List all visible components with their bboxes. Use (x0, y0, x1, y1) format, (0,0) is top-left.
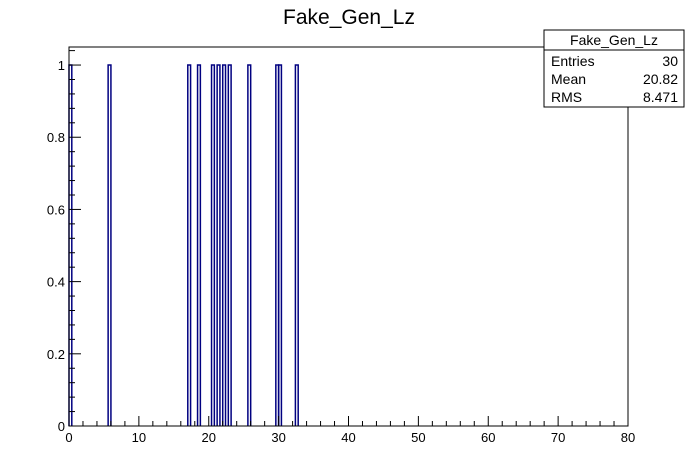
histogram-bin (294, 64, 299, 426)
stats-label-mean: Mean (551, 71, 586, 87)
histogram-bin (227, 64, 232, 426)
y-tick-label: 0.2 (47, 347, 65, 362)
x-tick-label: 50 (411, 430, 425, 445)
axes: 0 10 20 30 40 50 60 70 80 0 0.2 0.4 0.6 0.8 1 (47, 46, 635, 445)
y-tick-label: 0.4 (47, 275, 65, 290)
x-tick-label: 30 (271, 430, 285, 445)
histogram-bin (210, 64, 216, 426)
stats-box-frame (543, 29, 685, 108)
y-tick-label: 0.6 (47, 202, 65, 217)
x-tick-label: 40 (341, 430, 355, 445)
x-tick-label: 20 (202, 430, 216, 445)
stats-value-entries: 30 (662, 53, 678, 69)
histogram-bin (107, 64, 112, 426)
y-tick-label: 0.8 (47, 130, 65, 145)
stats-label-rms: RMS (551, 89, 582, 105)
x-tick-label: 10 (132, 430, 146, 445)
stats-label-entries: Entries (551, 53, 595, 69)
stats-box: Fake_Gen_Lz Entries 30 Mean 20.82 RMS 8.… (543, 29, 685, 108)
histogram-bin (221, 64, 227, 426)
x-tick-label: 70 (551, 430, 565, 445)
stats-value-rms: 8.471 (643, 89, 678, 105)
x-tick-label: 80 (621, 430, 635, 445)
x-tick-label: 0 (65, 430, 72, 445)
x-tick-label: 60 (481, 430, 495, 445)
y-tick-label: 0 (58, 419, 65, 434)
histogram-bin (196, 64, 202, 426)
histogram-bars (68, 64, 299, 426)
histogram-bin (247, 64, 252, 426)
chart-title: Fake_Gen_Lz (283, 6, 415, 29)
histogram-bin (187, 64, 192, 426)
histogram-bin (277, 64, 283, 426)
histogram-bin (216, 64, 221, 426)
y-tick-label: 1 (58, 58, 65, 73)
stats-title: Fake_Gen_Lz (570, 32, 658, 48)
stats-value-mean: 20.82 (643, 71, 678, 87)
